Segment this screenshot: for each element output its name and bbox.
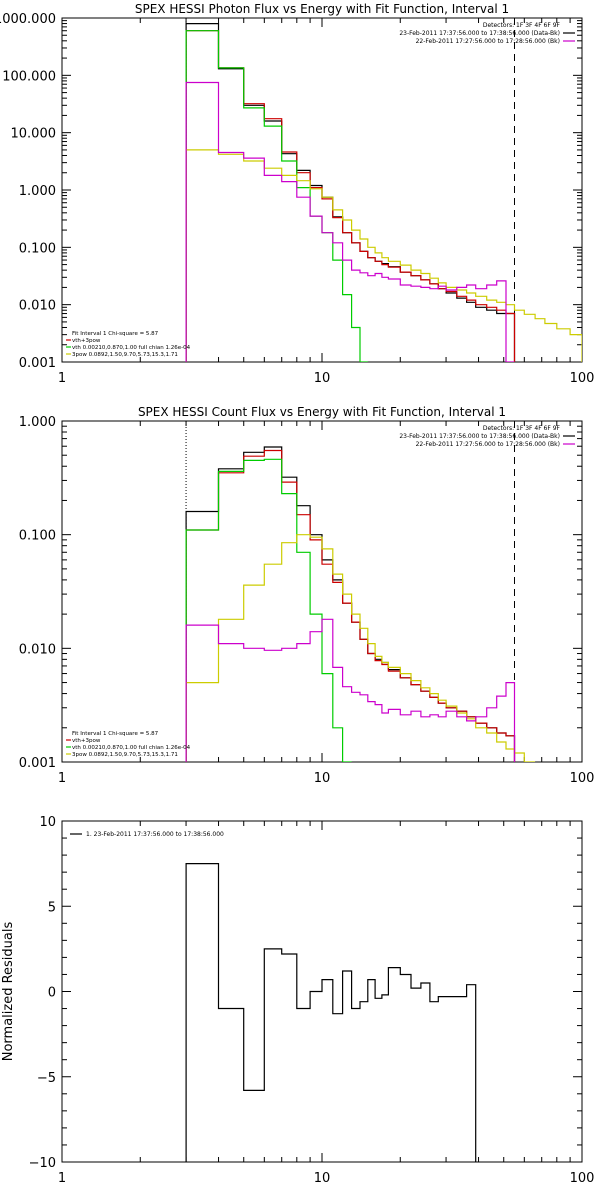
y-tick-label: 0.010: [19, 299, 56, 314]
legend-bl-entry: 3pow 0.0892,1.50,9.70,5.73,15.3,1.71: [72, 352, 178, 358]
legend-bl-entry: Fit Interval 1 Chi-square = 5.87: [72, 731, 159, 737]
legend-bl-entry: vth+3pow: [72, 738, 101, 744]
y-tick-label: 100.000: [2, 69, 56, 84]
y-tick-label: 0.010: [19, 642, 56, 657]
legend-bl-entry: vth 0.00210,0.870,1.00 full chian 1.26e-…: [72, 745, 191, 751]
y-tick-label: 1.000: [19, 415, 56, 430]
y-tick-label: 1000.000: [0, 12, 56, 27]
legend-tl-entry: 1. 23-Feb-2011 17:37:56.000 to 17:38:56.…: [86, 831, 224, 838]
x-tick-label: 10: [314, 771, 331, 786]
series-line-5: [185, 81, 515, 362]
x-tick-label: 100: [570, 371, 595, 386]
x-tick-label: 10: [314, 371, 331, 386]
y-tick-label: 0: [48, 986, 56, 1001]
chart-title: SPEX HESSI Photon Flux vs Energy with Fi…: [135, 2, 509, 16]
y-tick-label: 0.001: [19, 756, 56, 771]
chart-title: SPEX HESSI Count Flux vs Energy with Fit…: [138, 405, 506, 419]
y-tick-label: 10.000: [11, 127, 57, 142]
legend-tr-entry: 23-Feb-2011 17:37:56.000 to 17:38:56.000…: [399, 433, 560, 440]
y-axis-label: Normalized Residuals: [1, 922, 16, 1062]
y-tick-label: 5: [48, 900, 56, 915]
series-line-3: [185, 30, 368, 362]
series-line-1: [185, 863, 477, 1162]
chart-2: 1 10 100 1.000 0.100 0.010 0.001 SPEX HESSI Cou…: [19, 405, 595, 786]
chart-1: 1 10 100 1000.000 100.000 10.000 1.000 0.100 0.0…: [0, 2, 594, 386]
chart-3: 1 10 100 10 5 0 −5 −10 Normalized Residuals 1. 23…: [1, 815, 594, 1186]
x-tick-label: 1: [58, 371, 66, 386]
x-tick-label: 1: [58, 1171, 66, 1186]
y-tick-label: −10: [29, 1156, 56, 1171]
series-line-2: [185, 449, 516, 762]
legend-tr-entry: 22-Feb-2011 17:27:56.000 to 17:28:56.000…: [416, 38, 560, 45]
series-line-2: [185, 30, 516, 362]
legend-tr-entry: 22-Feb-2011 17:27:56.000 to 17:28:56.000…: [416, 441, 560, 448]
legend-tr-entry: Detectors: 1F 3F 4F 6F 9F: [483, 22, 561, 29]
y-tick-label: 0.001: [19, 356, 56, 371]
plot-frame: [61, 420, 583, 763]
legend-bl-entry: 3pow 0.0892,1.50,9.70,5.73,15.3,1.71: [72, 752, 178, 758]
legend-tr-entry: 23-Feb-2011 17:37:56.000 to 17:38:56.000…: [399, 30, 560, 37]
x-tick-label: 100: [570, 1171, 595, 1186]
legend-tr-entry: Detectors: 1F 3F 4F 6F 9F: [483, 425, 561, 432]
legend-bl-entry: vth+3pow: [72, 338, 101, 344]
legend-bl-entry: vth 0.00210,0.870,1.00 full chian 1.26e-…: [72, 345, 191, 351]
y-tick-label: 10: [39, 815, 56, 830]
y-tick-label: 0.100: [19, 529, 56, 544]
y-tick-label: 1.000: [19, 184, 56, 199]
x-tick-label: 10: [314, 1171, 331, 1186]
series-line-4: [185, 534, 536, 762]
legend-bl-entry: Fit Interval 1 Chi-square = 5.87: [72, 331, 159, 337]
series-line-1: [185, 446, 516, 762]
series-line-1: [185, 23, 516, 362]
series-line-3: [185, 458, 352, 762]
y-tick-label: −5: [37, 1071, 56, 1086]
series-line-4: [185, 149, 582, 362]
x-tick-label: 100: [570, 771, 595, 786]
y-tick-label: 0.100: [19, 241, 56, 256]
series-line-5: [185, 618, 516, 762]
x-tick-label: 1: [58, 771, 66, 786]
